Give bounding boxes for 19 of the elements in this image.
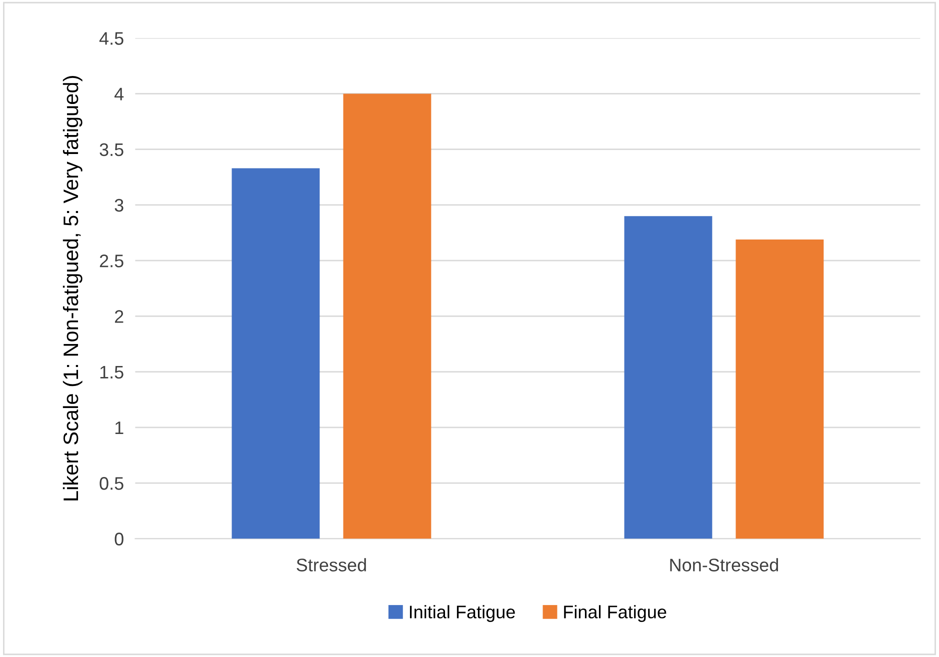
- x-tick-label: Stressed: [296, 558, 366, 572]
- y-tick-label: 4: [114, 88, 124, 100]
- y-tick-label: 4.5: [99, 32, 124, 45]
- legend-label: Final Fatigue: [564, 605, 666, 622]
- y-tick-label: 2: [114, 310, 124, 323]
- y-tick-label: 0.5: [100, 477, 124, 490]
- legend-label: Initial Fatigue: [410, 605, 515, 622]
- y-axis-title: Likert Scale (1: Non-fatigued, 5: Very fatigued): [62, 76, 82, 500]
- bar: [343, 94, 432, 539]
- bar: [624, 216, 712, 539]
- x-tick-label: Non-Stressed: [670, 558, 778, 572]
- y-tick-label: 3.5: [100, 143, 124, 156]
- y-tick-label: 0: [114, 532, 124, 546]
- y-tick-label: 1: [115, 422, 124, 434]
- y-tick-label: 1.5: [100, 366, 124, 379]
- bar: [736, 239, 824, 539]
- y-tick-label: 2.5: [100, 254, 124, 268]
- bar: [232, 168, 320, 539]
- y-tick-label: 3: [114, 198, 124, 212]
